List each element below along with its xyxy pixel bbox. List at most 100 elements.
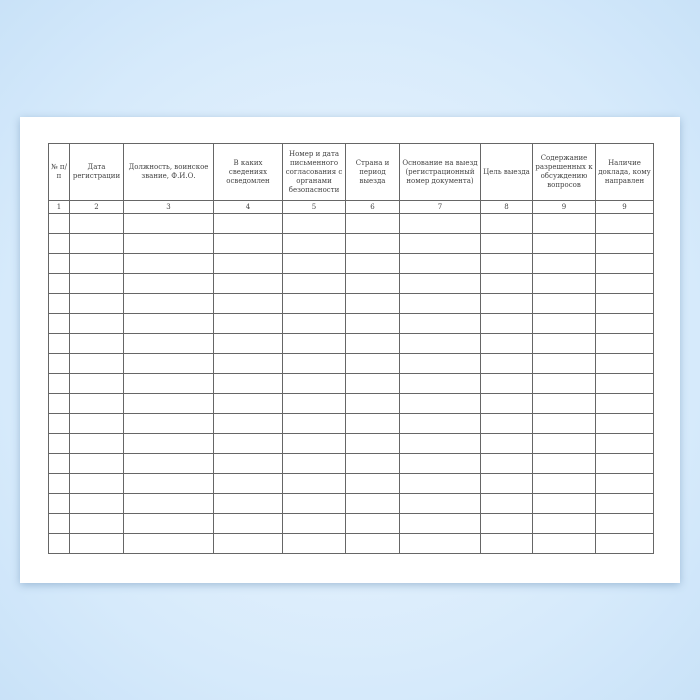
table-cell: [213, 273, 283, 294]
table-cell: [532, 493, 596, 514]
table-cell: [595, 293, 654, 314]
table-cell: [282, 393, 346, 414]
table-cell: [69, 473, 124, 494]
column-header: Наличие доклада, кому направлен: [595, 143, 654, 201]
table-cell: [123, 313, 214, 334]
table-cell: [282, 333, 346, 354]
table-cell: [69, 213, 124, 234]
table-cell: [345, 373, 400, 394]
table-cell: [345, 413, 400, 434]
table-cell: [480, 273, 533, 294]
table-cell: [532, 253, 596, 274]
table-cell: [480, 253, 533, 274]
table-cell: [282, 473, 346, 494]
table-cell: [123, 453, 214, 474]
table-cell: [345, 333, 400, 354]
table-cell: [213, 293, 283, 314]
table-row: [48, 253, 654, 274]
table-cell: [213, 473, 283, 494]
table-cell: [123, 373, 214, 394]
table-cell: [345, 513, 400, 534]
column-header: № п/п: [48, 143, 70, 201]
table-cell: [532, 333, 596, 354]
table-cell: [480, 353, 533, 374]
table-cell: [282, 533, 346, 554]
table-cell: [282, 453, 346, 474]
table-cell: [69, 373, 124, 394]
table-cell: [69, 533, 124, 554]
table-cell: [399, 213, 481, 234]
table-cell: [345, 233, 400, 254]
table-row: [48, 233, 654, 254]
table-cell: [595, 433, 654, 454]
column-header: В каких сведениях осведомлен: [213, 143, 283, 201]
table-cell: [123, 493, 214, 514]
table-cell: [213, 233, 283, 254]
table-cell: [595, 333, 654, 354]
table-cell: [399, 533, 481, 554]
table-cell: [123, 353, 214, 374]
table-cell: [595, 233, 654, 254]
table-cell: [213, 533, 283, 554]
table-cell: [595, 533, 654, 554]
table-cell: [595, 413, 654, 434]
table-cell: [213, 253, 283, 274]
column-header: Содержание разрешенных к обсуждению вопр…: [532, 143, 596, 201]
table-cell: [532, 533, 596, 554]
table-cell: [48, 413, 70, 434]
column-number: 5: [282, 200, 346, 214]
table-cell: [282, 273, 346, 294]
table-cell: [399, 493, 481, 514]
table-row: [48, 433, 654, 454]
table-cell: [595, 513, 654, 534]
column-number: 4: [213, 200, 283, 214]
table-cell: [213, 493, 283, 514]
table-cell: [123, 533, 214, 554]
table-row: [48, 413, 654, 434]
table-cell: [123, 293, 214, 314]
table-cell: [399, 413, 481, 434]
table-cell: [399, 253, 481, 274]
table-cell: [532, 393, 596, 414]
table-cell: [399, 373, 481, 394]
table-cell: [480, 413, 533, 434]
table-cell: [480, 233, 533, 254]
table-cell: [282, 493, 346, 514]
column-header: Должность, воинское звание, Ф.И.О.: [123, 143, 214, 201]
table-cell: [69, 513, 124, 534]
table-row: [48, 293, 654, 314]
table-cell: [123, 273, 214, 294]
table-cell: [282, 313, 346, 334]
table-cell: [595, 473, 654, 494]
table-cell: [345, 433, 400, 454]
table-cell: [399, 313, 481, 334]
table-cell: [532, 513, 596, 534]
table-cell: [480, 473, 533, 494]
table-cell: [282, 353, 346, 374]
table-cell: [345, 253, 400, 274]
table-cell: [480, 293, 533, 314]
table-cell: [595, 313, 654, 334]
table-cell: [213, 413, 283, 434]
table-cell: [48, 293, 70, 314]
column-number: 1: [48, 200, 70, 214]
table-cell: [213, 513, 283, 534]
table-cell: [282, 373, 346, 394]
table-row: [48, 493, 654, 514]
registration-table: № п/п Дата регистрации Должность, воинское…: [48, 143, 654, 554]
table-cell: [48, 213, 70, 234]
table-cell: [480, 453, 533, 474]
table-cell: [532, 353, 596, 374]
table-cell: [123, 233, 214, 254]
table-cell: [282, 413, 346, 434]
table-cell: [480, 313, 533, 334]
table-cell: [123, 333, 214, 354]
column-number: 7: [399, 200, 481, 214]
table-cell: [345, 453, 400, 474]
table-cell: [48, 333, 70, 354]
table-cell: [213, 313, 283, 334]
table-cell: [48, 453, 70, 474]
table-cell: [595, 353, 654, 374]
table-cell: [399, 433, 481, 454]
